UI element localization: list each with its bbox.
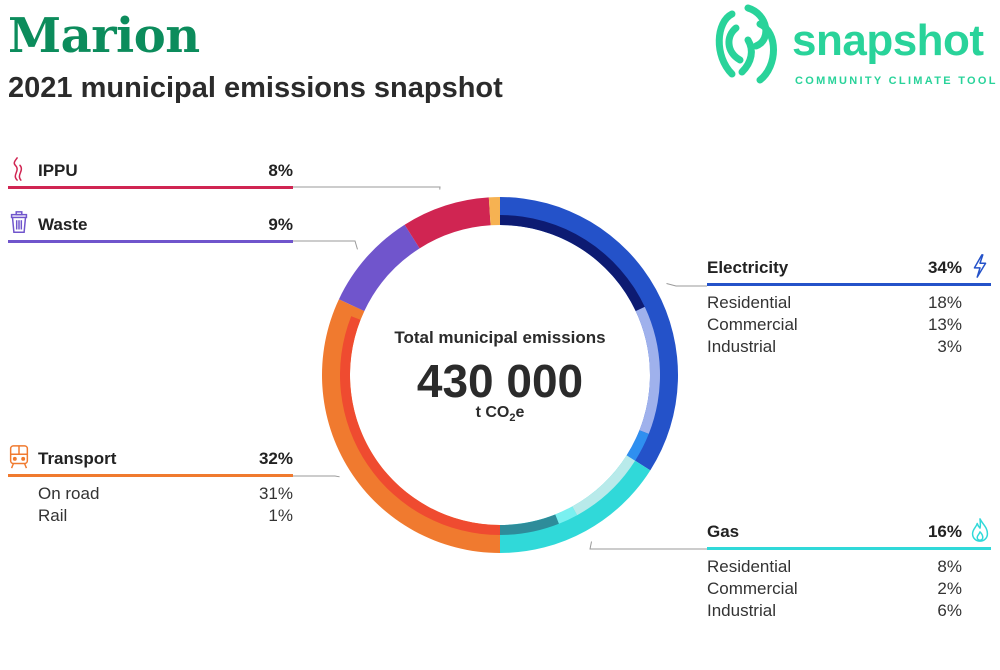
category-electricity-header: Electricity 34% [707, 253, 991, 286]
subsector-percent: 3% [937, 337, 962, 356]
donut-slice-other [488, 197, 500, 226]
subsector-percent: 31% [258, 484, 293, 503]
donut-slice-waste [338, 224, 420, 312]
total-emissions-unit: t CO2e [475, 404, 525, 425]
category-waste: Waste 9% [8, 210, 293, 243]
total-emissions-value: 430 000 [416, 355, 584, 407]
subsector-label: Industrial [707, 601, 776, 620]
donut-subslice-transport-on-road [340, 316, 500, 535]
donut-slice-electricity [500, 197, 678, 471]
total-emissions-label: Total municipal emissions [394, 328, 606, 347]
category-gas-name: Gas [707, 522, 740, 541]
category-transport: Transport 32% On road 31% Rail 1% [8, 444, 293, 526]
donut-subslice-electricity-residential [500, 215, 645, 312]
category-gas-header: Gas 16% [707, 517, 991, 550]
category-ippu-header: IPPU 8% [8, 156, 293, 189]
flame-icon [971, 518, 989, 542]
electricity-subsector-industrial: Industrial 3% [707, 335, 962, 357]
leader-line-waste [293, 240, 358, 250]
subsector-label: On road [38, 484, 100, 503]
subsector-percent: 13% [927, 315, 962, 334]
category-ippu: IPPU 8% [8, 156, 293, 189]
leader-line-ippu [293, 186, 441, 190]
page-subtitle: 2021 municipal emissions snapshot [8, 72, 503, 104]
category-gas: Gas 16% Residential 8% Commercial 2% Ind… [707, 517, 991, 621]
category-electricity-percent: 34% [927, 258, 962, 277]
donut-subslice-gas-residential [572, 455, 636, 516]
subsector-label: Industrial [707, 337, 776, 356]
transport-subsector-on-road: On road 31% [38, 482, 293, 504]
category-electricity-name: Electricity [707, 258, 789, 277]
gas-subsector-commercial: Commercial 2% [707, 577, 962, 599]
transport-subsector-rail: Rail 1% [38, 504, 293, 526]
lightning-icon [973, 254, 987, 278]
leader-line-gas [589, 541, 707, 550]
donut-subslice-gas-commercial [555, 506, 578, 524]
train-icon [9, 445, 29, 469]
donut-slice-ippu [404, 197, 491, 249]
category-waste-name: Waste [38, 215, 88, 234]
donut-subslice-gas-industrial [500, 514, 559, 535]
snapshot-tagline: COMMUNITY CLIMATE TOOL [795, 75, 998, 87]
city-title: Marion [8, 8, 200, 64]
leader-lines [293, 186, 707, 550]
category-waste-header: Waste 9% [8, 210, 293, 243]
category-electricity: Electricity 34% Residential 18% Commerci… [707, 253, 991, 357]
category-ippu-name: IPPU [38, 161, 78, 180]
snapshot-wordmark: snapshot [792, 16, 984, 65]
electricity-subsector-commercial: Commercial 13% [707, 313, 962, 335]
leader-line-electricity [666, 282, 707, 287]
category-transport-header: Transport 32% [8, 444, 293, 477]
subsector-percent: 8% [937, 557, 962, 576]
subsector-label: Residential [707, 293, 792, 312]
subsector-percent: 6% [937, 601, 962, 620]
gas-subsector-industrial: Industrial 6% [707, 599, 962, 621]
subsector-label: Residential [707, 557, 792, 576]
subsector-percent: 1% [268, 506, 293, 525]
snapshot-logo-icon [715, 4, 777, 84]
subsector-percent: 2% [937, 579, 962, 598]
category-transport-percent: 32% [258, 449, 293, 468]
donut-slice-transport [321, 299, 500, 553]
category-waste-percent: 9% [268, 215, 293, 234]
category-ippu-percent: 8% [268, 161, 293, 180]
inner-ring [340, 215, 660, 535]
category-gas-percent: 16% [927, 522, 962, 541]
donut-subslice-transport-rail [351, 306, 365, 320]
gas-subsector-residential: Residential 8% [707, 555, 962, 577]
subsector-label: Commercial [707, 315, 798, 334]
donut-subslice-electricity-industrial [626, 430, 649, 461]
electricity-subsector-residential: Residential 18% [707, 291, 962, 313]
trash-icon [10, 211, 28, 234]
subsector-label: Commercial [707, 579, 798, 598]
subsector-percent: 18% [927, 293, 962, 312]
snapshot-logo: snapshot COMMUNITY CLIMATE TOOL [712, 0, 1000, 92]
leader-line-transport [293, 475, 340, 478]
category-transport-name: Transport [38, 449, 117, 468]
subsector-label: Rail [38, 506, 68, 525]
donut-subslice-electricity-commercial [635, 306, 660, 434]
smoke-icon [13, 157, 23, 181]
